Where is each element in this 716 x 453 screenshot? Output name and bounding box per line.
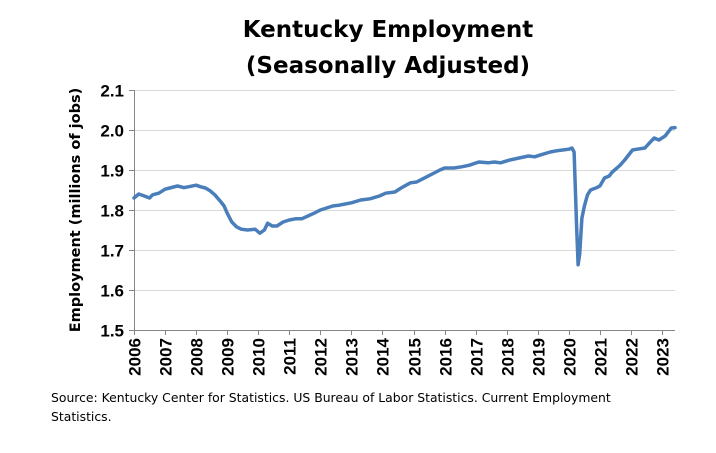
x-tick-label: 2013 xyxy=(343,338,362,376)
source-note: Source: Kentucky Center for Statistics. … xyxy=(51,390,611,424)
y-axis-title: Employment (millions of jobs) xyxy=(68,88,84,333)
y-tick-label: 1.8 xyxy=(100,202,124,221)
x-tick-label: 2009 xyxy=(219,338,238,376)
x-tick-label: 2008 xyxy=(188,338,207,376)
x-axis-ticks: 2006 2007 2008 2009 2010 2011 2012 2013 2014 2015… xyxy=(126,330,673,376)
x-tick-label: 2006 xyxy=(126,338,145,376)
y-axis-ticks: 1.5 1.6 1.7 1.8 1.9 2.0 2.1 xyxy=(100,82,134,341)
x-tick-label: 2016 xyxy=(437,338,456,376)
y-tick-label: 1.5 xyxy=(100,322,124,341)
x-tick-label: 2023 xyxy=(654,338,673,376)
y-tick-label: 1.6 xyxy=(100,282,124,301)
y-tick-label: 1.7 xyxy=(100,242,124,261)
y-tick-label: 2.0 xyxy=(100,122,124,141)
x-tick-label: 2018 xyxy=(499,338,518,376)
x-tick-label: 2020 xyxy=(561,338,580,376)
x-tick-label: 2017 xyxy=(468,338,487,376)
x-tick-label: 2014 xyxy=(374,337,393,375)
y-tick-label: 1.9 xyxy=(100,162,124,181)
chart-title-line-2: (Seasonally Adjusted) xyxy=(246,53,530,79)
x-tick-label: 2015 xyxy=(406,338,425,376)
x-tick-label: 2011 xyxy=(281,338,300,375)
x-tick-label: 2010 xyxy=(250,338,269,376)
chart-title-line-1: Kentucky Employment xyxy=(243,17,533,43)
x-tick-label: 2007 xyxy=(157,338,176,376)
x-tick-label: 2019 xyxy=(530,338,549,376)
x-tick-label: 2012 xyxy=(312,338,331,376)
x-tick-label: 2022 xyxy=(623,338,642,376)
x-tick-label: 2021 xyxy=(592,338,611,376)
y-tick-label: 2.1 xyxy=(100,82,124,101)
employment-series-line xyxy=(132,125,677,267)
